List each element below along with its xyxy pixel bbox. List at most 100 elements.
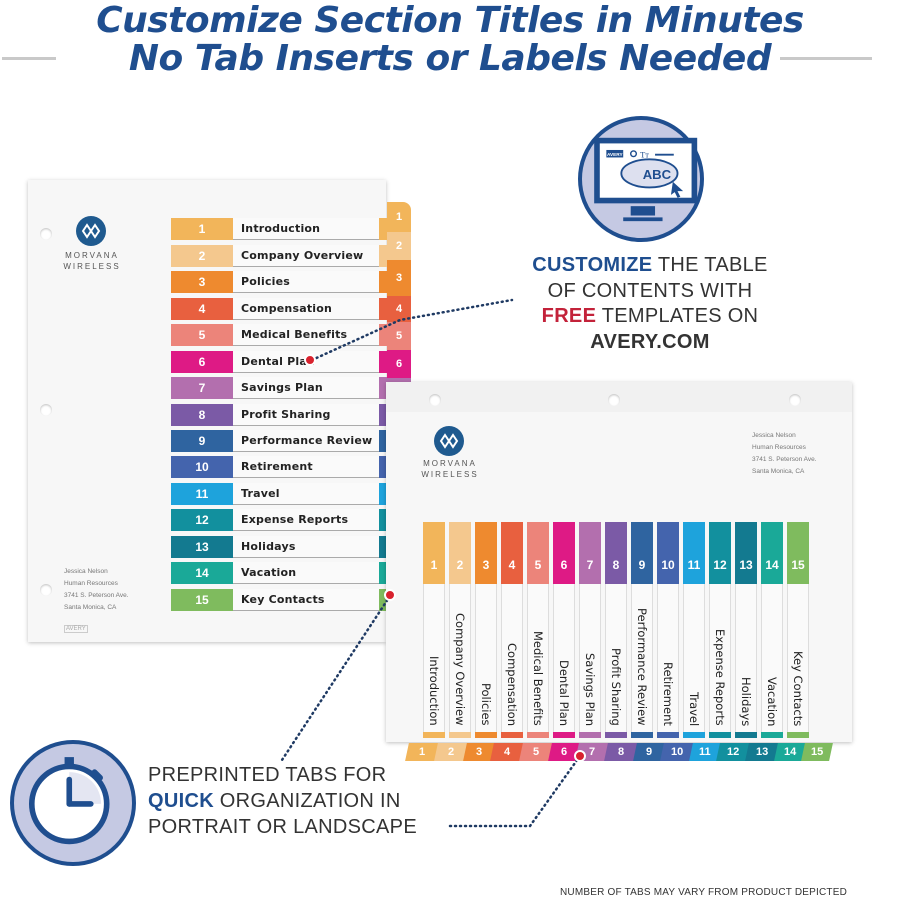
toc-row[interactable]: 1 Introduction <box>171 218 379 240</box>
punch-hole <box>40 584 52 596</box>
toc-row[interactable]: 9 Performance Review <box>171 430 379 452</box>
landscape-tab-column[interactable]: 11 Travel <box>683 522 705 738</box>
toc-label: Introduction <box>233 218 379 240</box>
landscape-divider-page: MORVANA WIRELESS Jessica Nelson Human Re… <box>386 382 852 742</box>
portrait-divider-page: MORVANA WIRELESS Jessica Nelson Human Re… <box>28 180 386 642</box>
toc-number: 7 <box>171 377 233 399</box>
side-tab[interactable]: 2 <box>387 232 411 260</box>
toc-row[interactable]: 12 Expense Reports <box>171 509 379 531</box>
landscape-tab-column[interactable]: 9 Performance Review <box>631 522 653 738</box>
toc-row[interactable]: 4 Compensation <box>171 298 379 320</box>
column-label: Company Overview <box>453 613 467 726</box>
monitor-icon: AVERY Tт ABC <box>578 116 704 242</box>
toc-label: Policies <box>233 271 379 293</box>
toc-row[interactable]: 11 Travel <box>171 483 379 505</box>
svg-text:ABC: ABC <box>643 167 672 182</box>
punch-hole <box>40 228 52 240</box>
landscape-tab-column[interactable]: 5 Medical Benefits <box>527 522 549 738</box>
address-department: Human Resources <box>752 444 806 451</box>
address-block: Jessica Nelson Human Resources 3741 S. P… <box>64 566 129 614</box>
toc-label: Profit Sharing <box>233 404 379 426</box>
toc-number: 11 <box>171 483 233 505</box>
free-highlight: FREE <box>541 305 597 327</box>
toc-label: Travel <box>233 483 379 505</box>
bottom-tab[interactable]: 15 <box>801 743 833 761</box>
avery-brand-mark: AVERY <box>64 625 88 633</box>
toc-row[interactable]: 8 Profit Sharing <box>171 404 379 426</box>
landscape-tab-column[interactable]: 10 Retirement <box>657 522 679 738</box>
toc-number: 8 <box>171 404 233 426</box>
toc-label: Expense Reports <box>233 509 379 531</box>
disclaimer-text: NUMBER OF TABS MAY VARY FROM PRODUCT DEP… <box>560 887 848 898</box>
company-name: MORVANA WIRELESS <box>50 250 134 272</box>
toc-label: Compensation <box>233 298 379 320</box>
toc-label: Key Contacts <box>233 589 379 611</box>
landscape-tab-column[interactable]: 13 Holidays <box>735 522 757 738</box>
avery-website-link[interactable]: AVERY.COM <box>590 330 710 353</box>
toc-number: 4 <box>171 298 233 320</box>
quick-line-2: ORGANIZATION IN <box>213 790 401 812</box>
landscape-tab-column[interactable]: 2 Company Overview <box>449 522 471 738</box>
column-number: 9 <box>631 522 653 584</box>
punch-hole <box>608 394 620 406</box>
toc-row[interactable]: 14 Vacation <box>171 562 379 584</box>
column-label: Expense Reports <box>713 629 727 726</box>
company-name-line-2: WIRELESS <box>421 470 479 479</box>
landscape-tab-column[interactable]: 3 Policies <box>475 522 497 738</box>
toc-row[interactable]: 3 Policies <box>171 271 379 293</box>
toc-row[interactable]: 6 Dental Plan <box>171 351 379 373</box>
toc-row[interactable]: 5 Medical Benefits <box>171 324 379 346</box>
column-number: 7 <box>579 522 601 584</box>
landscape-tab-column[interactable]: 12 Expense Reports <box>709 522 731 738</box>
toc-number: 6 <box>171 351 233 373</box>
landscape-tab-column[interactable]: 7 Savings Plan <box>579 522 601 738</box>
column-label: Profit Sharing <box>609 648 623 726</box>
landscape-tab-column[interactable]: 15 Key Contacts <box>787 522 809 738</box>
marker-dental-plan <box>304 354 316 366</box>
svg-text:Tт: Tт <box>640 149 649 159</box>
landscape-tab-column[interactable]: 8 Profit Sharing <box>605 522 627 738</box>
toc-number: 13 <box>171 536 233 558</box>
toc-label: Vacation <box>233 562 379 584</box>
toc-number: 14 <box>171 562 233 584</box>
column-number: 11 <box>683 522 705 584</box>
column-label: Performance Review <box>635 608 649 726</box>
toc-label: Company Overview <box>233 245 379 267</box>
address-street: 3741 S. Peterson Ave. <box>64 592 129 599</box>
side-tab[interactable]: 6 <box>387 350 411 378</box>
column-number: 4 <box>501 522 523 584</box>
column-label: Travel <box>687 691 701 726</box>
toc-row[interactable]: 7 Savings Plan <box>171 377 379 399</box>
address-name: Jessica Nelson <box>752 432 796 439</box>
toc-row[interactable]: 10 Retirement <box>171 456 379 478</box>
toc-row[interactable]: 13 Holidays <box>171 536 379 558</box>
column-number: 8 <box>605 522 627 584</box>
svg-text:AVERY: AVERY <box>607 152 623 157</box>
toc-number: 3 <box>171 271 233 293</box>
side-tab[interactable]: 5 <box>387 322 411 350</box>
landscape-tab-column[interactable]: 1 Introduction <box>423 522 445 738</box>
column-number: 13 <box>735 522 757 584</box>
landscape-tab-column[interactable]: 6 Dental Plan <box>553 522 575 738</box>
side-tab[interactable]: 1 <box>387 202 411 232</box>
customize-callout: CUSTOMIZE THE TABLE OF CONTENTS WITH FRE… <box>500 253 800 355</box>
divider-left <box>2 57 56 60</box>
side-tab[interactable]: 4 <box>387 296 411 322</box>
column-label: Compensation <box>505 643 519 726</box>
column-number: 1 <box>423 522 445 584</box>
column-label: Policies <box>479 683 493 726</box>
column-label: Dental Plan <box>557 659 571 726</box>
landscape-tab-column[interactable]: 4 Compensation <box>501 522 523 738</box>
quick-highlight: QUICK <box>148 790 214 812</box>
side-tab[interactable]: 3 <box>387 260 411 296</box>
landscape-tab-column[interactable]: 14 Vacation <box>761 522 783 738</box>
toc-row[interactable]: 15 Key Contacts <box>171 589 379 611</box>
toc-label: Performance Review <box>233 430 379 452</box>
column-number: 15 <box>787 522 809 584</box>
toc-number: 9 <box>171 430 233 452</box>
company-name-line-1: MORVANA <box>423 459 477 468</box>
column-number: 10 <box>657 522 679 584</box>
column-number: 2 <box>449 522 471 584</box>
toc-row[interactable]: 2 Company Overview <box>171 245 379 267</box>
column-number: 6 <box>553 522 575 584</box>
